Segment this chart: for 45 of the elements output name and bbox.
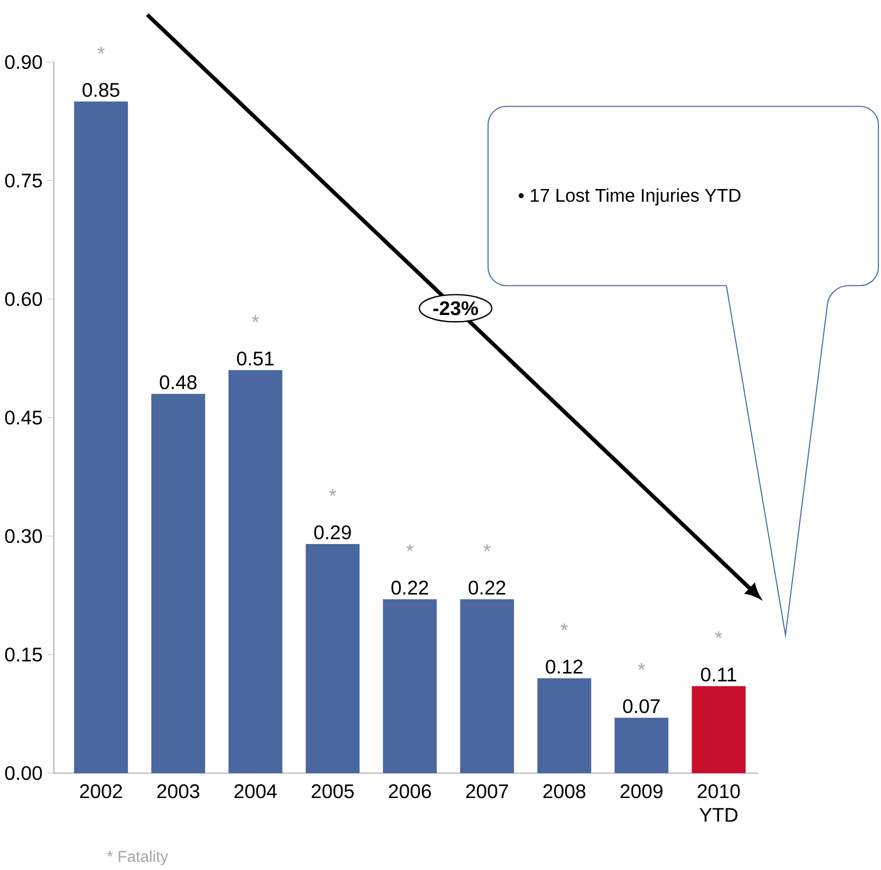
- data-label: 0.85: [82, 83, 120, 98]
- annotation: *: [252, 315, 259, 322]
- data-label: 0.22: [391, 580, 428, 595]
- annotation: *: [715, 631, 722, 638]
- x-tick-label: 2008: [543, 784, 586, 798]
- bar: [537, 678, 592, 774]
- y-tick-label: 0.45: [5, 410, 42, 425]
- bar: [74, 102, 128, 774]
- data-label: 0.22: [468, 580, 506, 595]
- annotation: -23%: [433, 302, 478, 316]
- x-tick-label: 2003: [157, 784, 200, 798]
- data-label: 0.12: [546, 660, 582, 674]
- x-tick-label: 2004: [234, 784, 277, 798]
- x-tick-label: 2009: [620, 784, 662, 798]
- data-label: 0.48: [160, 376, 197, 390]
- y-tick-label: 0.75: [5, 174, 42, 188]
- annotation: • 17 Lost Time Injuries YTD: [518, 188, 740, 206]
- text: * Fatality: [107, 850, 168, 866]
- y-tick-label: 0.00: [5, 766, 42, 780]
- annotation: *: [560, 624, 568, 630]
- data-label: 0.29: [314, 526, 351, 540]
- data-label: 0.11: [701, 668, 736, 682]
- data-label: 0.51: [237, 352, 274, 366]
- bar: [306, 544, 360, 774]
- annotation: *: [638, 663, 646, 670]
- x-tick-label: 2002: [80, 784, 122, 798]
- y-tick-label: 0.30: [5, 529, 42, 544]
- annotation: *: [406, 544, 414, 552]
- bar: [382, 600, 437, 774]
- bar: [692, 686, 746, 774]
- bar: [151, 394, 206, 774]
- annotation: *: [97, 46, 105, 54]
- x-tick-label: 2007: [466, 784, 508, 798]
- x-tick-label: 2010 YTD: [698, 784, 740, 822]
- y-tick-label: 0.90: [5, 55, 42, 70]
- bar: [228, 370, 282, 774]
- annotation: *: [484, 544, 491, 552]
- x-tick-label: 2006: [388, 784, 431, 798]
- bar: [460, 600, 514, 774]
- y-tick-label: 0.60: [5, 292, 42, 306]
- x-tick-label: 2005: [312, 784, 354, 798]
- bar: [614, 718, 668, 774]
- y-tick-label: 0.15: [5, 648, 42, 662]
- annotation: *: [329, 489, 336, 496]
- data-label: 0.07: [623, 699, 660, 714]
